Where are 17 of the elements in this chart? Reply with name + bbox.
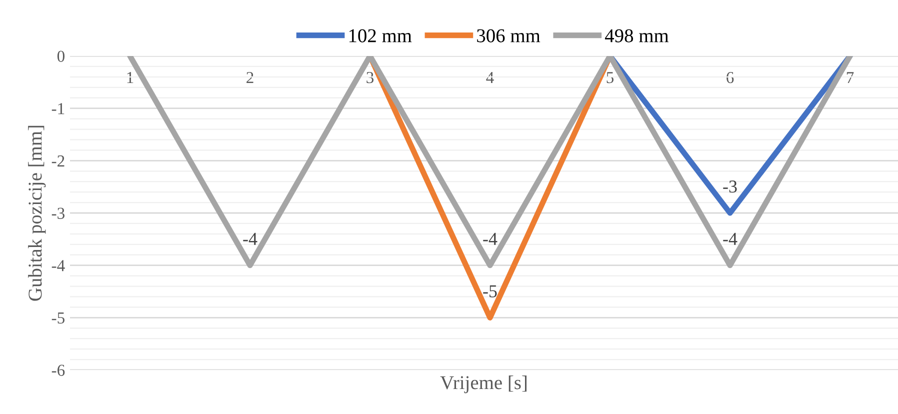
data-label: -4 <box>243 232 258 245</box>
legend-label: 102 mm <box>349 29 412 42</box>
data-label: -5 <box>483 285 497 298</box>
x-axis-title: Vrijeme [s] <box>440 376 527 394</box>
y-tick-label: 0 <box>57 50 65 62</box>
y-tick-label: -4 <box>52 260 65 272</box>
legend-label: 306 mm <box>477 29 540 42</box>
data-label: -4 <box>723 232 738 245</box>
y-tick-label: -6 <box>52 364 65 376</box>
data-label: -3 <box>723 180 737 193</box>
data-label: -4 <box>483 232 498 245</box>
y-axis-title: Gubitak pozicije [mm] <box>28 126 46 301</box>
y-tick-label: -5 <box>52 312 64 324</box>
y-tick-label: -1 <box>52 103 64 114</box>
legend-label: 498 mm <box>604 29 669 42</box>
y-tick-label: -3 <box>52 208 64 219</box>
y-tick-label: -2 <box>52 155 64 166</box>
